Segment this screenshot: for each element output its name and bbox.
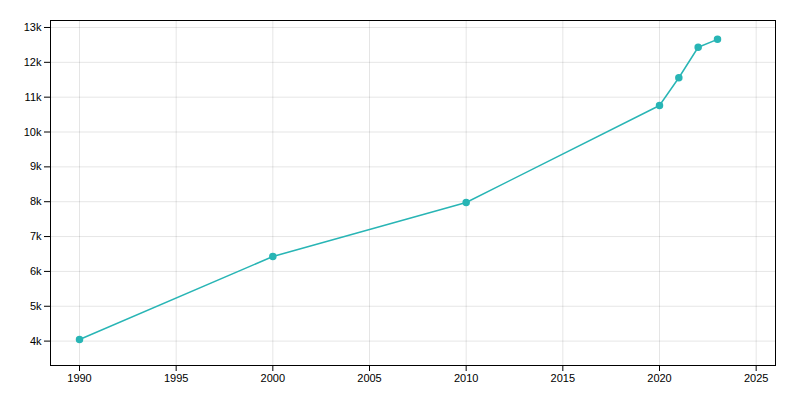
svg-text:11k: 11k xyxy=(25,91,42,103)
svg-text:2010: 2010 xyxy=(454,372,478,384)
svg-text:2015: 2015 xyxy=(551,372,575,384)
svg-text:5k: 5k xyxy=(30,300,42,312)
svg-text:2025: 2025 xyxy=(744,372,768,384)
svg-text:10k: 10k xyxy=(24,126,42,138)
svg-text:8k: 8k xyxy=(30,195,42,207)
svg-text:4k: 4k xyxy=(30,335,42,347)
svg-text:6k: 6k xyxy=(30,265,42,277)
svg-text:2005: 2005 xyxy=(357,372,381,384)
svg-text:7k: 7k xyxy=(30,230,42,242)
svg-text:2020: 2020 xyxy=(647,372,671,384)
svg-text:13k: 13k xyxy=(24,21,42,33)
svg-text:1995: 1995 xyxy=(164,372,188,384)
svg-text:2000: 2000 xyxy=(261,372,285,384)
svg-text:1990: 1990 xyxy=(67,372,91,384)
svg-text:9k: 9k xyxy=(30,160,42,172)
svg-text:12k: 12k xyxy=(24,56,42,68)
